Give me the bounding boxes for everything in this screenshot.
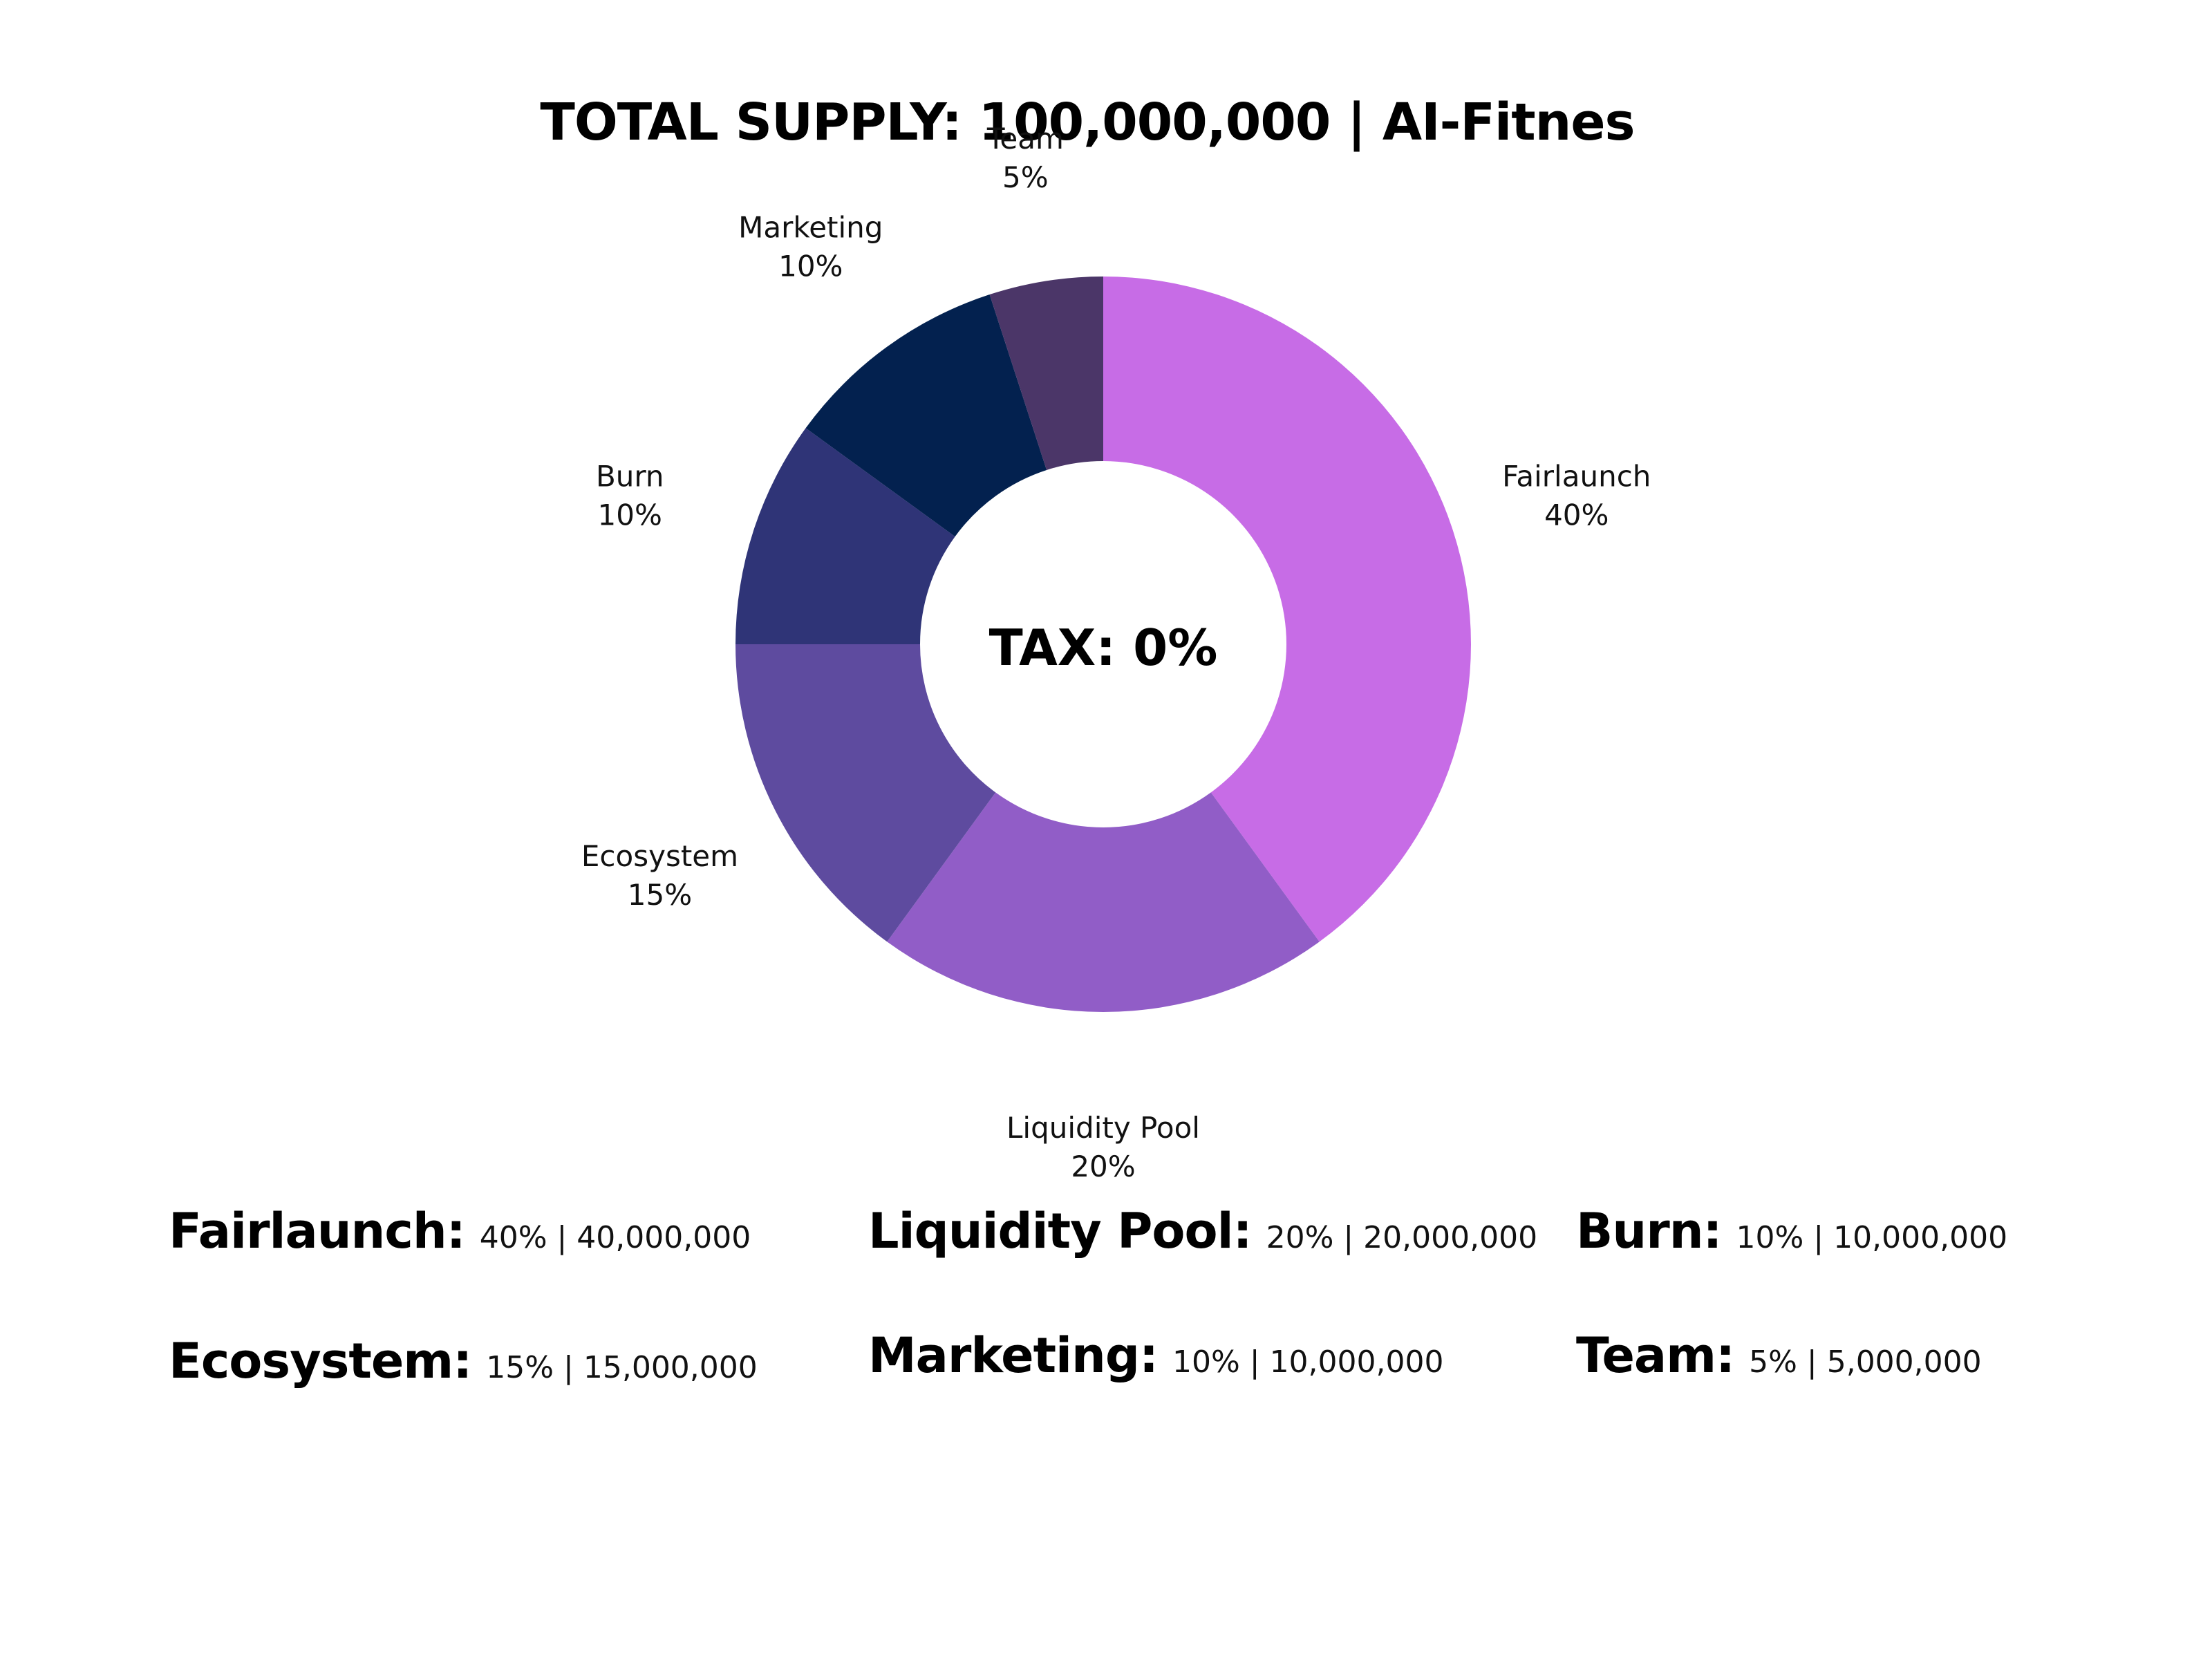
legend-item-burn: Burn: 10% | 10,000,000 <box>1576 1203 2007 1259</box>
legend-value: 40% | 40,000,000 <box>479 1220 751 1255</box>
legend-item-ecosystem: Ecosystem: 15% | 15,000,000 <box>169 1333 758 1389</box>
slice-liquidity-pool <box>887 792 1320 1013</box>
legend-colon: : <box>1703 1203 1723 1259</box>
slice-label-fairlaunch: Fairlaunch 40% <box>1502 460 1651 532</box>
legend-value: 5% | 5,000,000 <box>1749 1344 1982 1380</box>
slice-burn <box>735 428 955 644</box>
slice-labels: Fairlaunch 40% Liquidity Pool 20% Ecosystem 1… <box>581 122 1651 1183</box>
slice-ecosystem <box>735 644 996 942</box>
slice-label-marketing: Marketing 10% <box>738 211 883 283</box>
slice-fairlaunch <box>1103 276 1472 942</box>
chart-title: TOTAL SUPPLY: 100,000,000 | AI-Fitnes <box>540 93 1635 152</box>
slice-team <box>989 276 1103 470</box>
legend-item-liquidity-pool: Liquidity Pool: 20% | 20,000,000 <box>868 1203 1537 1259</box>
legend-value: 10% | 10,000,000 <box>1172 1344 1444 1380</box>
slice-label-team: Team 5% <box>986 122 1064 194</box>
slice-label-burn: Burn 10% <box>596 460 664 532</box>
legend-colon: : <box>1716 1327 1736 1384</box>
legend-name: Burn <box>1576 1203 1704 1259</box>
legend-value: 10% | 10,000,000 <box>1736 1220 2008 1255</box>
center-tax-label: TAX: 0% <box>989 619 1218 677</box>
slice-label-ecosystem: Ecosystem 15% <box>581 839 738 912</box>
legend-colon: : <box>1138 1327 1159 1384</box>
legend-item-team: Team: 5% | 5,000,000 <box>1576 1327 1982 1384</box>
legend-colon: : <box>446 1203 466 1259</box>
slice-label-liquidity-pool: Liquidity Pool 20% <box>1006 1111 1200 1183</box>
legend-value: 20% | 20,000,000 <box>1266 1220 1538 1255</box>
legend-name: Liquidity Pool <box>868 1203 1234 1259</box>
donut-slices <box>735 276 1472 1013</box>
slice-marketing <box>805 294 1047 537</box>
legend-name: Team <box>1576 1327 1716 1384</box>
legend-colon: : <box>1232 1203 1253 1259</box>
legend-colon: : <box>453 1333 473 1389</box>
legend-item-marketing: Marketing: 10% | 10,000,000 <box>868 1327 1444 1384</box>
legend-name: Marketing <box>868 1327 1140 1384</box>
legend-item-fairlaunch: Fairlaunch: 40% | 40,000,000 <box>169 1203 751 1259</box>
legend-value: 15% | 15,000,000 <box>486 1350 758 1385</box>
legend-name: Ecosystem <box>169 1333 453 1389</box>
legend-name: Fairlaunch <box>169 1203 447 1259</box>
